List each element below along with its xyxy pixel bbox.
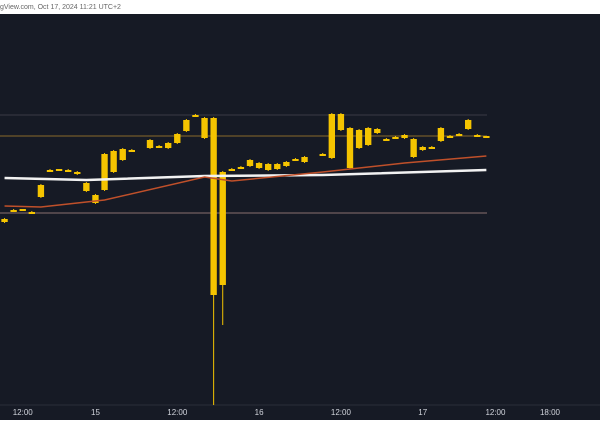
- candle-body: [119, 149, 126, 160]
- candle-body: [155, 146, 163, 148]
- candle-body: [465, 120, 472, 129]
- footer-bar: [0, 420, 600, 442]
- candle-body: [419, 147, 426, 150]
- candle-body: [101, 154, 108, 190]
- candle-body: [437, 128, 445, 141]
- header-bar: [0, 0, 600, 14]
- candle-body: [255, 163, 263, 168]
- x-tick-label: 12:00: [331, 408, 352, 417]
- candle-body: [292, 159, 299, 161]
- candle-body: [10, 210, 17, 212]
- candle-body: [46, 170, 54, 172]
- candle-body: [183, 120, 190, 131]
- candle-body: [265, 164, 272, 170]
- candle-body: [83, 183, 90, 191]
- candle-body: [328, 114, 335, 158]
- candle-body: [146, 140, 154, 148]
- candle-body: [210, 118, 217, 295]
- candle-body: [365, 128, 372, 145]
- candle-body: [1, 219, 8, 222]
- candle-body: [19, 209, 26, 211]
- candle-body: [192, 115, 199, 117]
- candle-body: [219, 172, 226, 285]
- x-tick-label: 16: [255, 408, 264, 417]
- candle-body: [37, 185, 45, 197]
- x-tick-label: 12:00: [13, 408, 34, 417]
- candle-body: [274, 164, 281, 169]
- candle-body: [337, 114, 345, 130]
- plot-background: [0, 14, 600, 420]
- candle-body: [392, 137, 399, 139]
- x-tick-label: 15: [91, 408, 100, 417]
- x-tick-label: 12:00: [167, 408, 188, 417]
- candle-body: [237, 167, 245, 169]
- x-tick-label: 12:00: [485, 408, 506, 417]
- x-tick-label: 17: [418, 408, 427, 417]
- candle-body: [319, 154, 326, 156]
- candle-body: [374, 129, 381, 133]
- candle-body: [383, 139, 390, 141]
- candle-body: [483, 136, 490, 138]
- candle-body: [92, 195, 99, 203]
- candle-body: [474, 135, 481, 137]
- candle-body: [74, 172, 81, 174]
- candle-body: [110, 151, 117, 172]
- header-text: gView.com, Oct 17, 2024 11:21 UTC+2: [0, 4, 121, 11]
- candle-body: [428, 147, 435, 149]
- candle-body: [201, 118, 208, 138]
- candle-body: [346, 128, 354, 168]
- moving-average: [4, 168, 487, 182]
- candle-body: [455, 134, 463, 136]
- candle-body: [301, 157, 308, 162]
- candle-body: [355, 130, 363, 148]
- candle-body: [228, 169, 235, 171]
- candle-body: [28, 212, 35, 214]
- moving-average: [4, 155, 487, 208]
- candle-body: [165, 143, 172, 148]
- candle-body: [128, 150, 135, 152]
- candle-body: [174, 134, 181, 143]
- candle-body: [246, 160, 254, 166]
- candle-body: [446, 136, 454, 138]
- x-tick-label: 18:00: [540, 408, 561, 417]
- candle-body: [65, 170, 72, 172]
- candle-body: [410, 139, 417, 157]
- candle-body: [55, 169, 63, 171]
- candle-body: [401, 135, 408, 138]
- candle-body: [283, 162, 290, 166]
